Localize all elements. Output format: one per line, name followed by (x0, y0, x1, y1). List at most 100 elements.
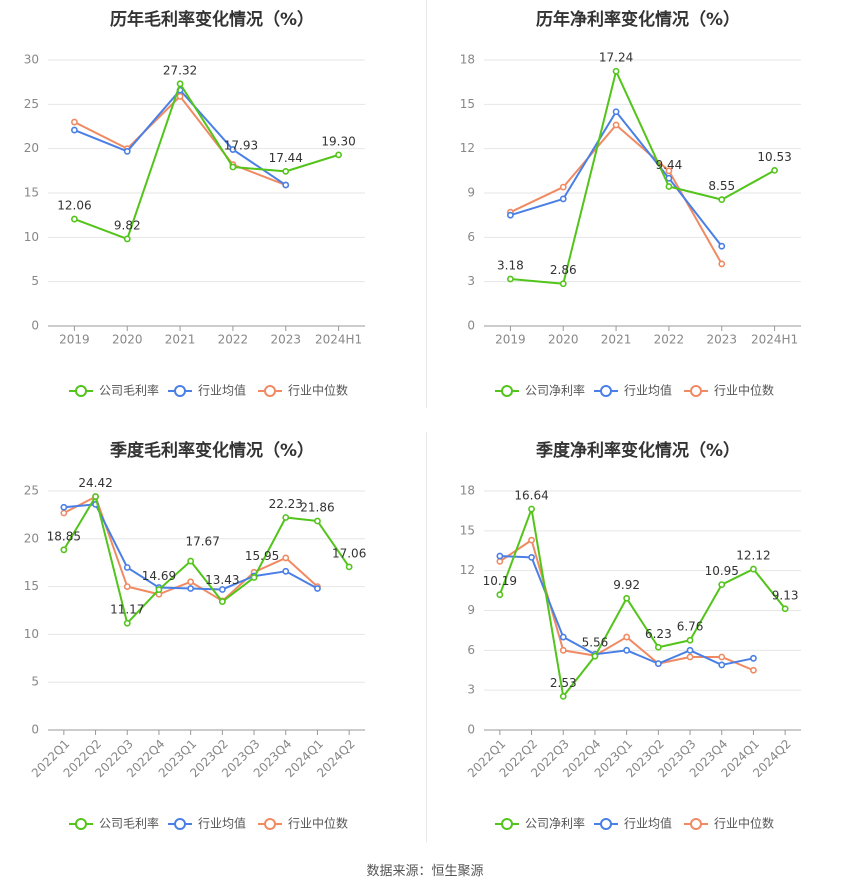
chart-quarterly-gross: 季度毛利率变化情况（%）05101520252022Q12022Q22022Q3… (24, 440, 367, 831)
data-point-company (123, 235, 131, 243)
legend-swatch-marker (264, 385, 276, 397)
data-point-company (528, 505, 535, 513)
data-point-company (781, 605, 789, 613)
data-label: 9.13 (772, 588, 799, 602)
data-point-median (528, 536, 535, 544)
x-tick-label: 2020 (112, 333, 143, 347)
y-tick-label: 25 (24, 97, 39, 111)
legend-item-company: 公司毛利率 (69, 816, 159, 831)
data-point-avg (60, 503, 68, 511)
data-point-median (496, 557, 504, 565)
y-tick-label: 5 (31, 274, 39, 288)
x-tick-label: 2024H1 (315, 333, 362, 347)
data-point-company (187, 557, 195, 565)
data-point-company (345, 563, 353, 571)
legend-item-company: 公司净利率 (495, 383, 585, 398)
data-point-avg (718, 661, 726, 669)
data-label: 9.44 (656, 158, 683, 172)
legend-item-avg: 行业均值 (168, 383, 246, 398)
y-tick-label: 6 (467, 230, 475, 244)
data-point-company (250, 574, 258, 581)
legend-item-company: 公司净利率 (495, 816, 585, 831)
data-point-avg (71, 126, 78, 134)
legend-item-median: 行业中位数 (684, 816, 774, 831)
legend-label: 行业均值 (624, 383, 672, 398)
data-point-avg (718, 242, 726, 250)
data-label: 21.86 (300, 501, 334, 515)
data-point-company (507, 275, 514, 283)
y-tick-label: 15 (460, 523, 475, 537)
y-tick-label: 3 (467, 683, 475, 697)
legend-label: 行业中位数 (714, 383, 774, 398)
data-label: 10.19 (483, 574, 517, 588)
data-point-company (654, 643, 662, 651)
legend-item-avg: 行业均值 (594, 816, 672, 831)
data-label: 2.86 (550, 263, 577, 277)
data-point-avg (123, 564, 131, 571)
legend-item-company: 公司毛利率 (69, 383, 159, 398)
legend-item-avg: 行业均值 (594, 383, 672, 398)
legend-label: 公司毛利率 (99, 816, 159, 831)
data-point-median (176, 92, 184, 100)
data-point-company (750, 565, 757, 573)
data-point-median (718, 653, 726, 661)
legend-label: 行业中位数 (714, 816, 774, 831)
y-tick-label: 0 (467, 723, 475, 737)
series-line-company (74, 82, 339, 240)
data-point-median (559, 646, 567, 654)
data-point-avg (686, 646, 694, 654)
data-point-avg (528, 553, 535, 561)
data-point-company (559, 280, 567, 288)
data-label: 9.82 (114, 218, 141, 232)
series-line-avg (510, 110, 723, 247)
data-label: 17.44 (269, 151, 303, 165)
legend-swatch-marker (690, 385, 702, 397)
chart-title: 历年净利率变化情况（%） (536, 9, 740, 30)
data-label: 15.95 (245, 549, 279, 563)
data-label: 6.23 (645, 627, 672, 641)
y-tick-label: 6 (467, 643, 475, 657)
x-tick-label: 2022 (218, 333, 249, 347)
data-point-company (623, 594, 631, 602)
legend-swatch-marker (501, 818, 513, 830)
chart-title: 季度毛利率变化情况（%） (110, 440, 314, 461)
data-point-company (718, 581, 726, 589)
data-point-median (686, 653, 694, 661)
legend-item-median: 行业中位数 (258, 383, 348, 398)
data-point-company (282, 167, 290, 175)
y-tick-label: 9 (467, 186, 475, 200)
data-point-median (60, 509, 68, 517)
data-point-median (71, 118, 78, 126)
chart-annual-net: 历年净利率变化情况（%） 0 3 6 9 12 15 18 2019 2020 2021 2022 20… (460, 9, 801, 398)
data-point-company (335, 151, 342, 159)
data-label: 13.43 (205, 573, 239, 587)
data-point-avg (314, 585, 321, 592)
y-tick-label: 10 (24, 230, 39, 244)
data-point-median (282, 554, 290, 562)
data-point-company (559, 693, 567, 700)
data-label: 19.30 (321, 134, 355, 148)
data-point-avg (187, 585, 195, 592)
data-point-median (750, 666, 757, 674)
data-point-avg (507, 211, 514, 219)
data-point-avg (282, 181, 290, 189)
data-point-company (718, 196, 726, 204)
data-point-avg (496, 552, 504, 560)
legend-swatch-marker (501, 385, 513, 397)
data-point-avg (123, 147, 131, 155)
data-point-avg (559, 195, 567, 203)
legend-label: 公司毛利率 (99, 383, 159, 398)
x-tick-label: 2020 (548, 333, 579, 347)
y-tick-label: 20 (24, 141, 39, 155)
x-tick-label: 2019 (59, 333, 90, 347)
legend-label: 行业中位数 (288, 816, 348, 831)
data-point-company (155, 586, 163, 593)
y-tick-label: 15 (460, 97, 475, 111)
legend-swatch-marker (75, 385, 87, 397)
series-line-company (62, 495, 350, 625)
data-label: 16.64 (514, 489, 548, 503)
chart-title: 季度净利率变化情况（%） (536, 440, 740, 461)
legend-swatch-marker (264, 818, 276, 830)
legend-item-median: 行业中位数 (258, 816, 348, 831)
y-tick-label: 0 (467, 319, 475, 333)
